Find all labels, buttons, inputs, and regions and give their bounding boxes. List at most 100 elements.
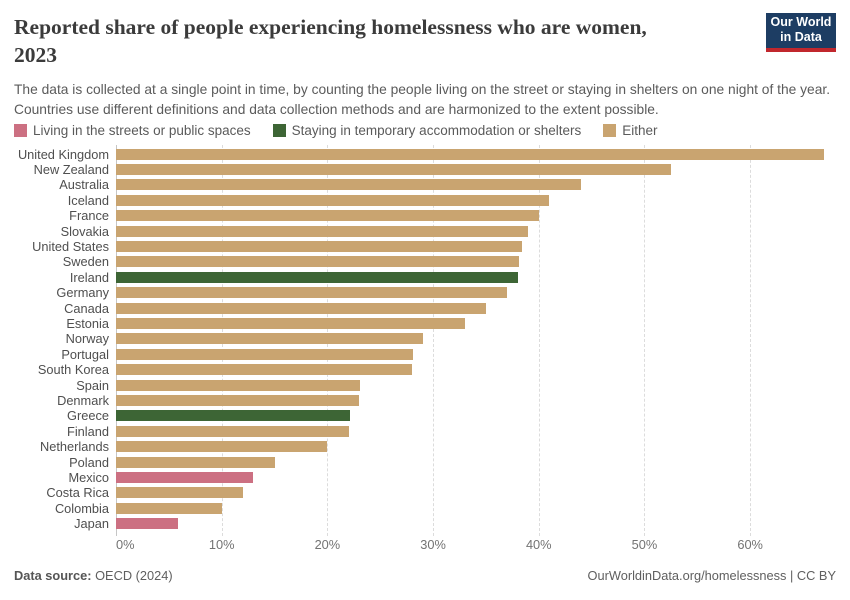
country-label: Denmark [57,392,109,408]
data-source: Data source: OECD (2024) [14,568,173,583]
bar-japan [116,518,179,530]
bar-portugal [116,348,413,360]
country-label: France [69,208,109,224]
country-label: New Zealand [33,162,109,178]
legend-item-either: Either [603,123,658,138]
chart-row: Canada [14,300,831,316]
bar-track [116,302,831,314]
country-label: Finland [67,423,109,439]
bar-track [116,148,831,160]
chart-row: Germany [14,285,831,300]
bar-poland [116,456,275,468]
chart-legend: Living in the streets or public spaces St… [14,123,658,138]
country-label: Germany [56,285,109,301]
bar-ireland [116,271,518,283]
chart-title-line1: Reported share of people experiencing ho… [14,15,647,39]
bar-track [116,518,831,530]
x-tick-label-60: 60% [737,537,763,552]
legend-label: Living in the streets or public spaces [33,123,251,138]
bar-spain [116,379,361,391]
bar-sweden [116,256,519,268]
bar-track [116,441,831,453]
bar-norway [116,333,423,345]
data-source-value: OECD (2024) [91,568,173,583]
owid-logo-line1: Our World [770,15,832,29]
chart-row: Costa Rica [14,485,831,500]
bar-track [116,379,831,391]
legend-item-streets: Living in the streets or public spaces [14,123,251,138]
bar-track [116,394,831,406]
bar-australia [116,179,582,191]
country-label: Netherlands [39,439,109,455]
bar-track [116,471,831,483]
chart-row: Poland [14,454,831,470]
chart-row: Finland [14,424,831,439]
legend-swatch-streets [14,124,27,137]
bar-greece [116,410,350,422]
chart-row: Mexico [14,470,831,485]
country-label: Spain [76,377,109,393]
bar-track [116,241,831,253]
chart-row: Netherlands [14,439,831,454]
bar-germany [116,287,508,299]
chart-row: France [14,208,831,223]
country-label: Colombia [54,500,109,516]
bar-canada [116,302,486,314]
data-source-label: Data source: [14,568,92,583]
chart-row: Denmark [14,393,831,408]
chart-row: Colombia [14,500,831,516]
owid-logo-box: Our World in Data [766,13,836,48]
chart-row: Greece [14,408,831,423]
bar-track [116,410,831,422]
bar-united-states [116,241,522,253]
bar-united-kingdom [116,148,825,160]
country-label: Iceland [67,192,109,208]
country-label: South Korea [37,362,109,378]
chart-title-line2: 2023 [14,43,57,67]
bar-estonia [116,317,465,329]
bar-finland [116,425,349,437]
legend-item-shelters: Staying in temporary accommodation or sh… [272,123,582,138]
bar-costa-rica [116,487,243,499]
bar-track [116,271,831,283]
bar-track [116,425,831,437]
legend-label: Either [622,123,658,138]
chart-row: Portugal [14,347,831,362]
country-label: Costa Rica [46,485,109,501]
bar-track [116,317,831,329]
country-label: Greece [67,408,109,424]
country-label: Sweden [62,254,109,270]
bar-track [116,225,831,237]
chart-rows: United Kingdom New Zealand Australia Icelan… [14,147,831,532]
chart-footer: Data source: OECD (2024) OurWorldinData.… [14,568,836,583]
bar-track [116,502,831,514]
bar-track [116,210,831,222]
x-tick-label-30: 30% [420,537,446,552]
x-axis: 0% 10% 20% 30% 40% 50% 60% [116,537,831,555]
owid-logo-line2: in Data [780,30,822,44]
bar-track [116,456,831,468]
chart-row: Ireland [14,270,831,285]
bar-netherlands [116,441,328,453]
bar-track [116,179,831,191]
x-tick-label-10: 10% [208,537,235,552]
chart-row: Australia [14,177,831,192]
x-tick-label-40: 40% [525,537,552,552]
chart-row: Spain [14,377,831,393]
chart-row: New Zealand [14,162,831,177]
legend-swatch-shelters [272,124,286,137]
legend-label: Staying in temporary accommodation or sh… [291,123,582,138]
footer-link[interactable]: OurWorldinData.org/homelessness | CC BY [587,568,836,583]
chart-row: Slovakia [14,223,831,239]
bar-denmark [116,394,360,406]
owid-logo-accent-strip [766,48,836,52]
country-label: Mexico [68,469,109,485]
country-label: Japan [74,516,109,532]
chart-row: Iceland [14,193,831,208]
country-label: Norway [65,331,109,347]
owid-logo: Our World in Data [766,13,836,52]
bar-track [116,348,831,360]
country-label: Ireland [69,269,109,285]
bar-track [116,256,831,268]
